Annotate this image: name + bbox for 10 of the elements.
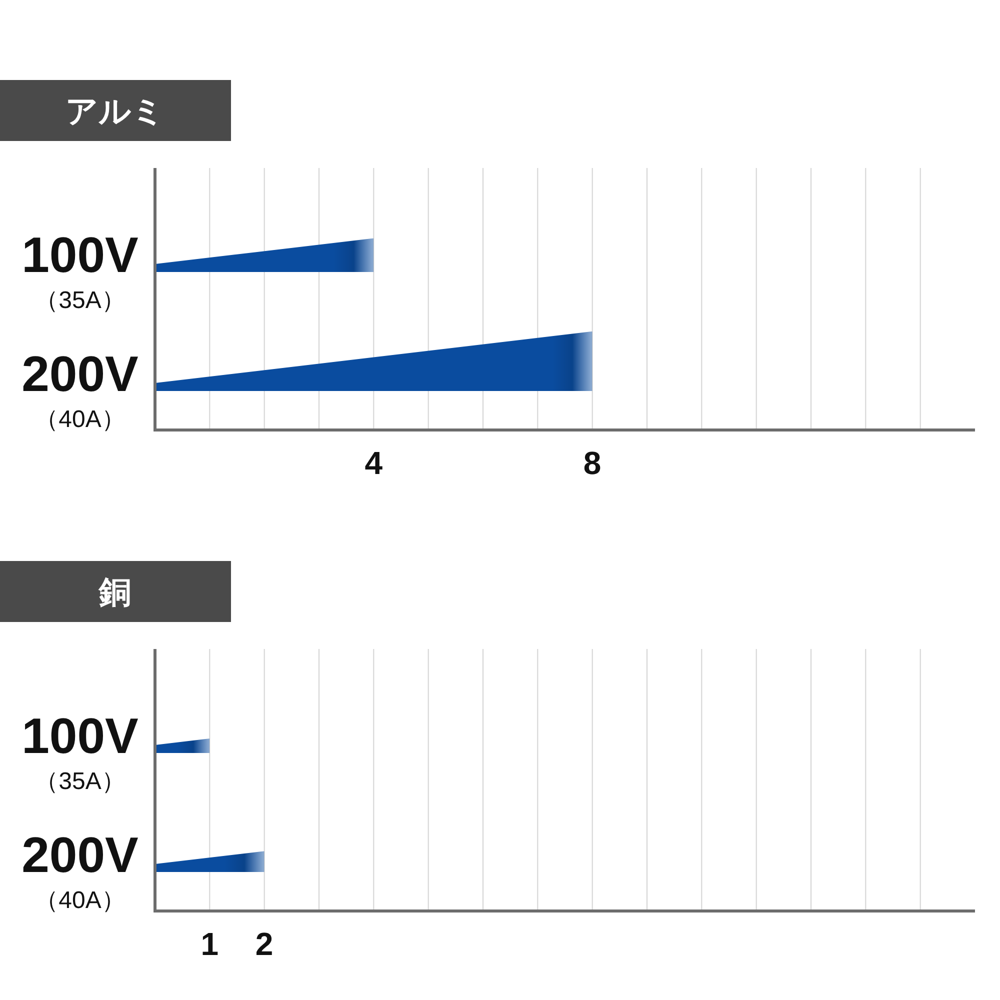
x-tick-label: 8 <box>583 445 602 481</box>
y-tick-label: 200V （40A） <box>22 827 140 914</box>
x-tick-label: 4 <box>364 445 383 481</box>
y-tick-label: 100V （35A） <box>22 708 140 795</box>
y-tick-label: 200V （40A） <box>22 346 140 433</box>
chart-title: 銅 <box>98 574 131 610</box>
chart-title: アルミ <box>66 93 164 129</box>
x-tick-label: 2 <box>255 926 274 962</box>
y-tick-label: 100V （35A） <box>22 227 140 314</box>
x-tick-label: 1 <box>200 926 219 962</box>
